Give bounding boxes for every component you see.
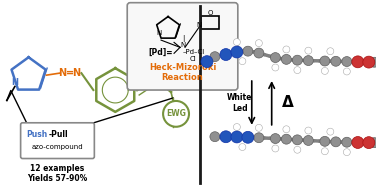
Circle shape (353, 138, 363, 147)
Text: Δ: Δ (282, 95, 294, 110)
Circle shape (305, 127, 312, 134)
Circle shape (294, 67, 301, 74)
Text: azo-compound: azo-compound (32, 144, 83, 150)
Text: Heck-Mizoroki
Reaction: Heck-Mizoroki Reaction (149, 63, 216, 82)
Circle shape (305, 47, 312, 54)
Circle shape (369, 57, 377, 67)
Circle shape (320, 136, 330, 146)
Text: 12 examples: 12 examples (31, 164, 84, 173)
Circle shape (352, 56, 364, 68)
Circle shape (254, 133, 264, 143)
Text: -Pull: -Pull (48, 130, 68, 139)
Circle shape (232, 47, 242, 57)
Circle shape (303, 56, 313, 66)
Circle shape (293, 135, 302, 145)
Circle shape (220, 131, 232, 143)
Circle shape (303, 136, 313, 145)
Circle shape (272, 64, 279, 71)
Circle shape (272, 145, 279, 152)
Text: Yields 57-90%: Yields 57-90% (28, 174, 87, 183)
Circle shape (283, 46, 290, 53)
Text: Cl: Cl (190, 56, 196, 62)
Circle shape (281, 134, 291, 144)
Text: White
Led: White Led (227, 93, 253, 113)
Circle shape (363, 56, 375, 68)
Text: –Pd–Cl: –Pd–Cl (183, 49, 205, 55)
Circle shape (220, 49, 232, 60)
Circle shape (270, 53, 280, 63)
Circle shape (231, 46, 243, 58)
FancyBboxPatch shape (21, 123, 94, 159)
Circle shape (242, 131, 254, 143)
Circle shape (343, 68, 350, 75)
Circle shape (283, 126, 290, 133)
Circle shape (221, 50, 231, 60)
Circle shape (233, 124, 241, 131)
Circle shape (270, 134, 280, 143)
Circle shape (294, 146, 301, 153)
Circle shape (163, 101, 189, 127)
Text: N: N (11, 78, 18, 87)
Circle shape (321, 67, 328, 74)
Circle shape (353, 57, 363, 67)
Circle shape (239, 58, 246, 65)
Circle shape (352, 136, 364, 148)
Circle shape (231, 131, 243, 143)
Circle shape (331, 56, 341, 66)
Text: N: N (156, 30, 161, 36)
Circle shape (363, 137, 375, 149)
Text: N: N (58, 68, 66, 78)
Circle shape (320, 56, 330, 66)
Text: =: = (66, 68, 75, 78)
Circle shape (327, 48, 334, 55)
FancyBboxPatch shape (127, 3, 238, 90)
Text: O: O (207, 10, 213, 16)
Circle shape (232, 132, 242, 142)
Circle shape (243, 132, 253, 142)
Circle shape (327, 128, 334, 135)
Circle shape (243, 46, 253, 56)
Circle shape (343, 149, 350, 156)
Circle shape (255, 40, 262, 47)
Circle shape (254, 48, 264, 58)
Circle shape (342, 137, 352, 147)
Circle shape (201, 56, 213, 68)
Circle shape (255, 124, 262, 131)
Text: N: N (181, 42, 185, 48)
Circle shape (221, 132, 231, 142)
Circle shape (233, 39, 241, 46)
Text: EWG: EWG (166, 109, 186, 118)
Circle shape (293, 55, 302, 65)
Circle shape (321, 148, 328, 155)
Circle shape (210, 52, 220, 62)
Circle shape (331, 137, 341, 147)
Text: N: N (72, 68, 80, 78)
Text: N: N (196, 22, 202, 28)
Circle shape (281, 54, 291, 64)
Circle shape (210, 132, 220, 142)
Text: [Pd]=: [Pd]= (148, 48, 173, 57)
Circle shape (342, 57, 352, 67)
Circle shape (369, 138, 377, 148)
Text: |: | (182, 35, 184, 42)
Text: Push: Push (26, 130, 47, 139)
Circle shape (239, 144, 246, 150)
